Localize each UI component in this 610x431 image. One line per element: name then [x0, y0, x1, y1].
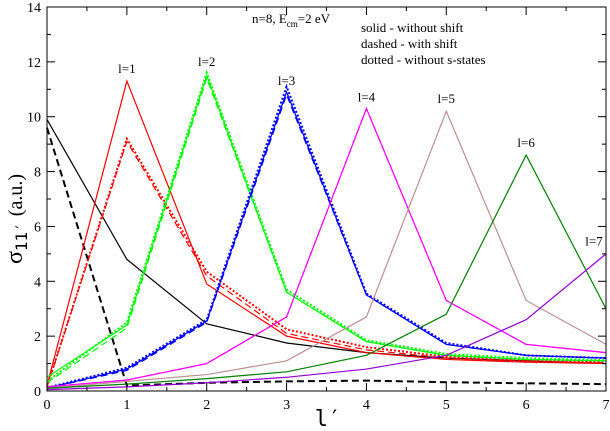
x-tick-label: 5 — [443, 398, 450, 413]
series-l3-dotted — [46, 83, 607, 389]
peak-label: l=6 — [517, 135, 535, 150]
x-tick-label: 4 — [363, 398, 370, 413]
y-tick-label: 4 — [34, 275, 41, 290]
peak-label: l=3 — [278, 73, 295, 88]
series-l1-dashed — [46, 139, 607, 388]
series-l4-solid — [46, 106, 607, 388]
peak-label: l=5 — [438, 91, 455, 106]
params-annotation: n=8, Ecm=2 eV — [252, 11, 331, 29]
y-tick-label: 8 — [34, 166, 41, 181]
series-l5-solid — [46, 109, 607, 389]
y-tick-label: 12 — [27, 56, 41, 71]
legend-solid: solid - without shift — [361, 20, 464, 35]
plot-lines — [46, 69, 607, 391]
peak-label: l=2 — [198, 54, 215, 69]
series-l2-dotted — [46, 69, 607, 383]
x-tick-label: 2 — [203, 398, 210, 413]
peak-labels: l=1 l=2 l=3 l=4 l=5 l=6 l=7 — [118, 54, 603, 249]
x-axis-label: l′ — [315, 407, 342, 431]
series-l2-dashed — [46, 76, 607, 384]
peak-label: l=7 — [585, 234, 603, 249]
peak-label: l=4 — [358, 90, 376, 105]
y-tick-label: 2 — [34, 330, 41, 345]
series-l7-solid — [46, 253, 607, 391]
y-tick-label: 10 — [27, 111, 41, 126]
series-l6-solid — [46, 153, 607, 389]
y-axis-label: σ11′(a.u.) — [2, 174, 31, 264]
legend-dashed: dashed - with shift — [361, 36, 458, 51]
legend-dotted: dotted - without s-states — [361, 52, 486, 67]
y-tick-label: 0 — [34, 385, 41, 400]
series-l4-dashed — [46, 106, 607, 388]
series-l0-solid — [46, 119, 607, 365]
x-tick-label: 3 — [283, 398, 290, 413]
x-tick-label: 7 — [603, 398, 610, 413]
x-tick-label: 6 — [523, 398, 530, 413]
series-l1-solid — [46, 79, 607, 386]
peak-label: l=1 — [118, 61, 135, 76]
y-tick-label: 14 — [27, 1, 41, 16]
y-tick-label: 6 — [34, 220, 41, 235]
x-tick-label: 0 — [44, 398, 51, 413]
series-l0-dashed — [46, 127, 607, 387]
x-tick-label: 1 — [123, 398, 130, 413]
series-l2-solid — [46, 73, 607, 378]
